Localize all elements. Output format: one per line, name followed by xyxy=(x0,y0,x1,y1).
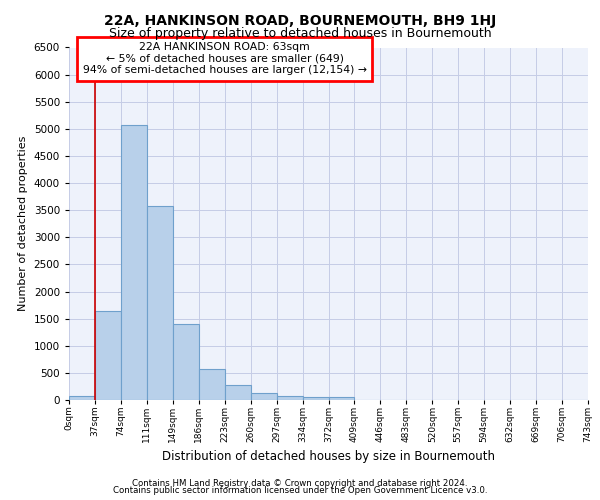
Bar xyxy=(225,385,251,400)
Bar xyxy=(199,368,224,400)
X-axis label: Distribution of detached houses by size in Bournemouth: Distribution of detached houses by size … xyxy=(162,450,495,464)
Y-axis label: Number of detached properties: Number of detached properties xyxy=(18,136,28,312)
Bar xyxy=(173,324,199,400)
Bar xyxy=(95,311,121,400)
Bar xyxy=(329,396,355,400)
Text: 22A, HANKINSON ROAD, BOURNEMOUTH, BH9 1HJ: 22A, HANKINSON ROAD, BOURNEMOUTH, BH9 1H… xyxy=(104,14,496,28)
Text: Contains HM Land Registry data © Crown copyright and database right 2024.: Contains HM Land Registry data © Crown c… xyxy=(132,478,468,488)
Text: Contains public sector information licensed under the Open Government Licence v3: Contains public sector information licen… xyxy=(113,486,487,495)
Bar xyxy=(121,124,147,400)
Text: Size of property relative to detached houses in Bournemouth: Size of property relative to detached ho… xyxy=(109,28,491,40)
Bar xyxy=(69,396,95,400)
Bar xyxy=(251,393,277,400)
Bar xyxy=(147,206,173,400)
Bar xyxy=(277,396,302,400)
Text: 22A HANKINSON ROAD: 63sqm
← 5% of detached houses are smaller (649)
94% of semi-: 22A HANKINSON ROAD: 63sqm ← 5% of detach… xyxy=(83,42,367,76)
Bar xyxy=(302,396,329,400)
